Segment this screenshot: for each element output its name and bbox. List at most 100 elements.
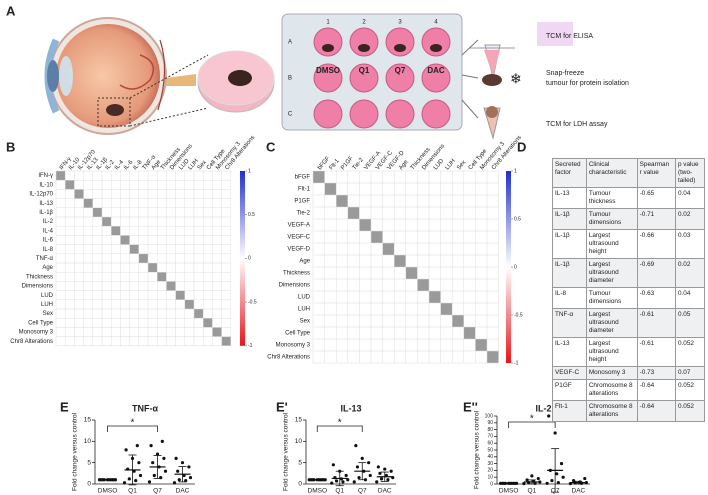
data-point — [352, 480, 356, 484]
row-label: IL-8 — [43, 247, 54, 253]
table-cell: -0.64 — [636, 400, 676, 422]
colorbar-tick-label: -1 — [248, 343, 253, 349]
table-cell: Largest ultrasound height — [585, 337, 638, 367]
tumour — [322, 44, 334, 52]
row-label: IL-13 — [39, 201, 53, 207]
diagonal-cell — [175, 290, 185, 300]
data-point — [334, 479, 339, 483]
y-tick-label: 5 — [298, 459, 302, 466]
colorbar-tick-label: -0.5 — [514, 312, 523, 318]
diagonal-cell — [336, 195, 348, 207]
plate-row-label: C — [288, 112, 293, 118]
data-point — [571, 479, 576, 483]
y-tick-label: 20 — [487, 468, 493, 474]
row-label: P1GF — [294, 199, 310, 205]
output-label: tumour for protein isolation — [546, 80, 629, 87]
table-row: IL-1β Largest ultrasound diameter -0.69 0.0… — [552, 258, 706, 288]
row-label: Age — [299, 259, 310, 265]
significance-label: * — [338, 418, 342, 429]
row-label: IL-10 — [39, 182, 53, 188]
data-point — [367, 461, 371, 465]
colorbar-tick-label: 1 — [514, 168, 517, 174]
row-label: Dimensions — [22, 284, 53, 290]
diagonal-cell — [102, 217, 112, 227]
panel-label: D — [517, 139, 526, 154]
table-cell: -0.73 — [636, 366, 676, 380]
table-row: TNF-α Largest ultrasound diameter -0.61 0.0… — [552, 308, 706, 338]
diagonal-cell — [463, 327, 476, 339]
data-point — [330, 481, 334, 485]
table-cell: -0.63 — [636, 287, 676, 309]
data-point — [389, 469, 393, 473]
diagonal-cell — [166, 281, 176, 291]
data-point — [188, 476, 193, 480]
x-tick-label: DAC — [378, 488, 392, 495]
data-point — [341, 480, 345, 484]
diagonal-cell — [440, 303, 453, 315]
data-point — [172, 481, 177, 485]
table-cell: -0.61 — [636, 337, 676, 367]
well — [349, 99, 379, 129]
tumour — [430, 44, 442, 52]
tubes: ❄ — [461, 22, 573, 140]
colorbar — [506, 171, 511, 363]
y-tick-label: 80 — [487, 427, 493, 433]
well — [349, 27, 379, 57]
row-label: Monosomy 3 — [276, 343, 311, 349]
table-cell: Flt-1 — [552, 400, 587, 422]
table-cell: Monosomy 3 — [585, 366, 638, 380]
column-label: LUH — [445, 158, 457, 171]
diagonal-cell — [382, 243, 395, 255]
diagonal-cell — [129, 244, 139, 254]
column-label: IL-6 — [123, 159, 135, 171]
data-point — [137, 461, 141, 465]
well — [385, 99, 415, 129]
column-label: Age — [398, 159, 410, 172]
data-point — [151, 461, 155, 465]
data-point — [583, 476, 587, 481]
table-cell: IL-1β — [552, 208, 587, 230]
table-row: IL-8 Tumour dimensions -0.63 0.04 — [552, 287, 706, 309]
colorbar-tick-label: 0.5 — [248, 212, 255, 218]
well — [421, 99, 451, 129]
x-tick-label: DAC — [176, 488, 190, 495]
diagonal-cell — [194, 309, 204, 319]
data-point — [135, 444, 139, 448]
diagonal-cell — [452, 315, 464, 327]
table-cell: -0.69 — [636, 258, 676, 288]
row-label: Age — [42, 265, 53, 271]
diagonal-cell — [83, 198, 93, 208]
tumour — [358, 44, 370, 52]
colorbar-tick-label: 0 — [248, 256, 251, 262]
table-header-cell: p value (two-tailed) — [674, 158, 706, 188]
y-axis-label: Fold change versus control — [283, 412, 290, 491]
row-label: Cell Type — [285, 331, 311, 337]
output-label: Snap-freeze — [546, 70, 584, 77]
column-label: Sex — [197, 160, 208, 172]
panel-label: E — [60, 399, 69, 414]
plate-col-label: 4 — [434, 20, 438, 26]
table-row: Flt-1 Chromosome 8 alterations -0.64 0.052 — [552, 400, 706, 422]
row-label: Sex — [300, 319, 310, 325]
row-label: Thickness — [283, 271, 310, 277]
data-point — [162, 456, 166, 460]
row-label: LUD — [41, 293, 54, 299]
row-label: Sex — [43, 311, 53, 317]
table-row: IL-13 Largest ultrasound height -0.61 0.052 — [552, 337, 706, 367]
data-point — [331, 463, 335, 467]
diagonal-cell — [221, 336, 231, 346]
plate-col-label: 2 — [362, 20, 366, 26]
panel-label: B — [6, 139, 15, 154]
diagonal-cell — [120, 235, 130, 245]
table-cell: Largest ultrasound diameter — [585, 308, 638, 338]
correlation-table: Secreted factor Clinical characteristic Sp… — [552, 158, 706, 422]
table-cell: 0.02 — [674, 258, 706, 288]
treatment-label: DAC — [427, 66, 445, 75]
data-point — [122, 481, 127, 485]
well — [313, 27, 343, 57]
table-header-cell: Secreted factor — [552, 158, 587, 188]
panel-label: E' — [276, 399, 288, 414]
tumour — [394, 44, 406, 52]
colorbar — [240, 171, 245, 346]
data-point — [375, 480, 379, 484]
